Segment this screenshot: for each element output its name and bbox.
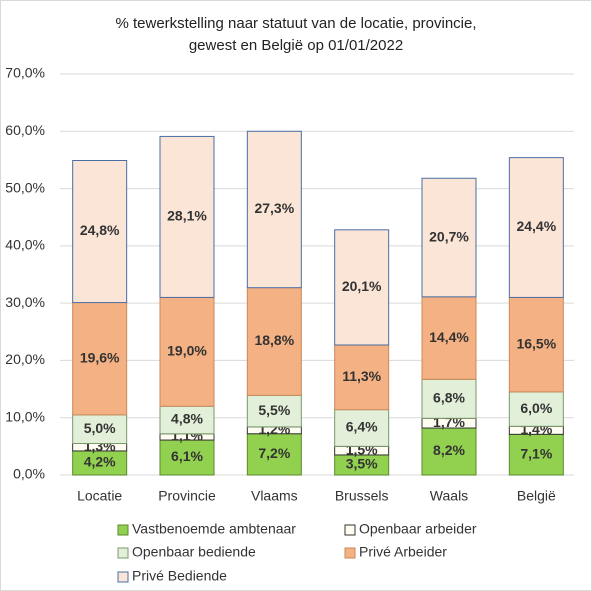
bar-segment bbox=[508, 433, 564, 476]
value-label: 8,2% bbox=[433, 442, 465, 458]
bar-segment bbox=[159, 135, 215, 298]
bar-segment bbox=[72, 414, 128, 444]
value-label: 16,5% bbox=[516, 335, 556, 351]
legend-swatch bbox=[117, 524, 129, 536]
bar-segment bbox=[334, 344, 390, 411]
value-label: 4,8% bbox=[171, 411, 203, 427]
x-tick-label: Brussels bbox=[335, 488, 389, 504]
legend-swatch bbox=[117, 571, 129, 583]
bar-segment bbox=[246, 394, 302, 428]
value-label: 6,4% bbox=[346, 419, 378, 435]
value-label: 19,6% bbox=[80, 349, 120, 365]
value-label: 4,2% bbox=[84, 454, 116, 470]
value-label: 18,8% bbox=[254, 332, 294, 348]
bar-segment bbox=[72, 160, 128, 304]
value-label: 14,4% bbox=[429, 329, 469, 345]
value-label: 24,8% bbox=[80, 222, 120, 238]
x-tick-label: België bbox=[517, 488, 556, 504]
value-label: 6,0% bbox=[520, 400, 552, 416]
bar-segment bbox=[246, 130, 302, 289]
value-label: 6,1% bbox=[171, 448, 203, 464]
legend-swatch bbox=[344, 547, 356, 559]
bar-segment bbox=[421, 427, 477, 476]
value-label: 5,0% bbox=[84, 420, 116, 436]
bar-segment bbox=[421, 378, 477, 419]
bar-segment bbox=[421, 177, 477, 298]
value-label: 11,3% bbox=[342, 368, 381, 384]
value-label: 20,7% bbox=[429, 228, 469, 244]
y-tick-label: 10,0% bbox=[5, 408, 45, 424]
bar-segment bbox=[508, 391, 564, 427]
value-label: 27,3% bbox=[254, 200, 294, 216]
y-tick-label: 60,0% bbox=[5, 122, 45, 138]
bar-segment bbox=[246, 287, 302, 396]
chart-title: % tewerkstelling naar statuut van de loc… bbox=[115, 15, 476, 32]
chart-title: gewest en België op 01/01/2022 bbox=[189, 37, 403, 54]
legend-label: Vastbenoemde ambtenaar bbox=[132, 521, 296, 537]
value-label: 20,1% bbox=[342, 278, 382, 294]
bar-segment bbox=[159, 439, 215, 476]
y-tick-label: 70,0% bbox=[5, 65, 45, 81]
value-label: 3,5% bbox=[346, 456, 378, 472]
bar-segment bbox=[159, 296, 215, 407]
bar-segment bbox=[72, 450, 128, 476]
value-label: 7,1% bbox=[520, 445, 552, 461]
legend-swatch bbox=[117, 547, 129, 559]
x-tick-label: Vlaams bbox=[251, 488, 298, 504]
legend-label: Openbaar arbeider bbox=[359, 521, 477, 537]
y-tick-label: 0,0% bbox=[13, 466, 45, 482]
x-tick-label: Locatie bbox=[77, 488, 122, 504]
x-tick-label: Provincie bbox=[158, 488, 216, 504]
value-label: 28,1% bbox=[167, 208, 207, 224]
legend-swatch bbox=[344, 524, 356, 536]
value-label: 5,5% bbox=[258, 402, 290, 418]
legend-label: Openbaar bediende bbox=[132, 544, 256, 560]
legend-label: Privé Bediende bbox=[132, 568, 227, 584]
x-tick-label: Waals bbox=[430, 488, 468, 504]
value-label: 7,2% bbox=[258, 445, 290, 461]
value-label: 24,4% bbox=[516, 218, 556, 234]
y-tick-label: 30,0% bbox=[5, 294, 45, 310]
bar-segment bbox=[334, 409, 390, 447]
y-tick-label: 50,0% bbox=[5, 179, 45, 195]
y-tick-label: 40,0% bbox=[5, 237, 45, 253]
bar-segment bbox=[72, 302, 128, 416]
value-label: 19,0% bbox=[167, 343, 207, 359]
value-label: 6,8% bbox=[433, 390, 465, 406]
bar-segment bbox=[334, 229, 390, 346]
y-tick-label: 20,0% bbox=[5, 351, 45, 367]
bar-segment bbox=[508, 157, 564, 298]
bar-segment bbox=[508, 296, 564, 393]
legend-label: Privé Arbeider bbox=[359, 544, 447, 560]
